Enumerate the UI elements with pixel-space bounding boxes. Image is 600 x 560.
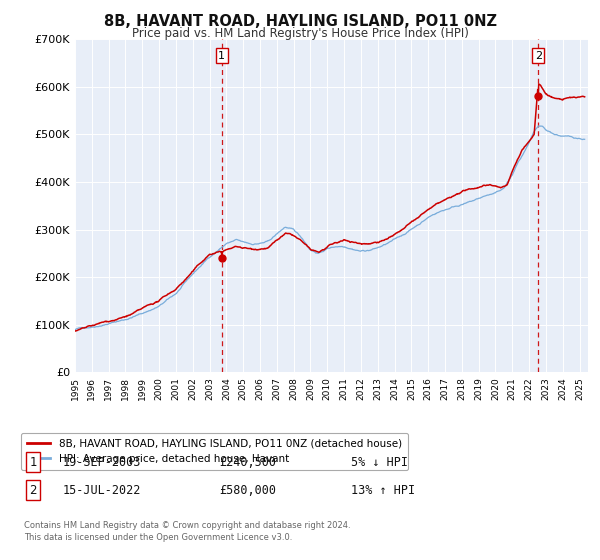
- Text: 8B, HAVANT ROAD, HAYLING ISLAND, PO11 0NZ: 8B, HAVANT ROAD, HAYLING ISLAND, PO11 0N…: [104, 14, 497, 29]
- Text: This data is licensed under the Open Government Licence v3.0.: This data is licensed under the Open Gov…: [24, 533, 292, 542]
- Text: 1: 1: [218, 51, 225, 61]
- Text: £580,000: £580,000: [219, 483, 276, 497]
- Text: 2: 2: [29, 483, 37, 497]
- Legend: 8B, HAVANT ROAD, HAYLING ISLAND, PO11 0NZ (detached house), HPI: Average price, : 8B, HAVANT ROAD, HAYLING ISLAND, PO11 0N…: [21, 432, 408, 470]
- Text: 5% ↓ HPI: 5% ↓ HPI: [351, 455, 408, 469]
- Text: Contains HM Land Registry data © Crown copyright and database right 2024.: Contains HM Land Registry data © Crown c…: [24, 521, 350, 530]
- Text: 13% ↑ HPI: 13% ↑ HPI: [351, 483, 415, 497]
- Text: 19-SEP-2003: 19-SEP-2003: [63, 455, 142, 469]
- Text: 1: 1: [29, 455, 37, 469]
- Text: Price paid vs. HM Land Registry's House Price Index (HPI): Price paid vs. HM Land Registry's House …: [131, 27, 469, 40]
- Text: £240,500: £240,500: [219, 455, 276, 469]
- Text: 2: 2: [535, 51, 542, 61]
- Text: 15-JUL-2022: 15-JUL-2022: [63, 483, 142, 497]
